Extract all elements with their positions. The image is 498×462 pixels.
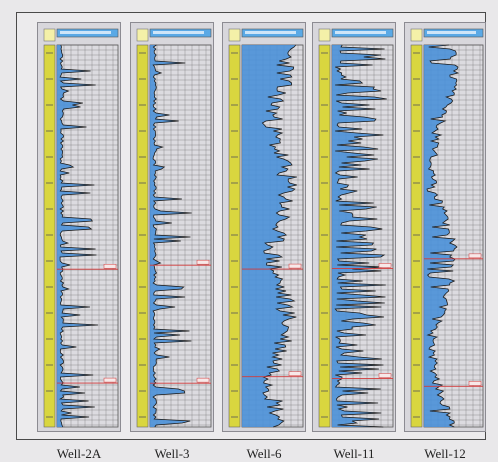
depth-header (410, 28, 423, 42)
curve-header-scale (153, 31, 204, 34)
well-name-label: Well-11 (333, 446, 375, 461)
well-log-track (136, 28, 212, 428)
well-name-label: Well-12 (424, 446, 466, 461)
well-log-panel-well-3 (130, 22, 214, 432)
log-curve-fill (57, 45, 98, 427)
log-curve-line (261, 44, 298, 428)
horizon-marker-tag (468, 381, 482, 386)
log-curve-line (59, 44, 99, 428)
depth-track (43, 44, 56, 428)
horizon-marker-tag (103, 377, 117, 383)
depth-track (410, 44, 423, 428)
curve-header-scale (60, 31, 111, 34)
well-log-track (43, 28, 119, 428)
depth-track (318, 44, 331, 428)
log-curve-line (334, 44, 387, 428)
well-log-track (228, 28, 304, 428)
well-log-track (318, 28, 394, 428)
horizon-marker-tag (468, 253, 482, 259)
horizon-marker-tag (378, 373, 392, 378)
curve-header-scale (427, 31, 476, 34)
well-log-panel-well-12 (404, 22, 486, 432)
curve-header-scale (335, 31, 386, 34)
horizon-marker-tag (196, 377, 210, 383)
horizon-marker-tag (288, 371, 302, 376)
well-name-label: Well-3 (154, 446, 190, 461)
well-log-panel-well-2a (37, 22, 121, 432)
horizon-marker-tag (196, 259, 210, 265)
depth-header (318, 28, 331, 42)
log-curve-fill (242, 45, 297, 427)
log-curve-line (426, 44, 460, 428)
well-log-track (410, 28, 484, 428)
depth-header (228, 28, 241, 42)
well-log-panel-well-6 (222, 22, 306, 432)
horizon-marker-tag (103, 263, 117, 269)
horizon-marker-tag (288, 263, 302, 269)
log-curve-fill (332, 45, 387, 427)
horizon-marker-tag (378, 263, 392, 268)
well-log-panel-well-11 (312, 22, 396, 432)
depth-header (136, 28, 149, 42)
log-curve-line (152, 44, 192, 428)
depth-header (43, 28, 56, 42)
curve-header-scale (245, 31, 296, 34)
depth-track (136, 44, 149, 428)
depth-track (228, 44, 241, 428)
well-name-label: Well-6 (246, 446, 282, 461)
well-name-label: Well-2A (56, 446, 102, 461)
